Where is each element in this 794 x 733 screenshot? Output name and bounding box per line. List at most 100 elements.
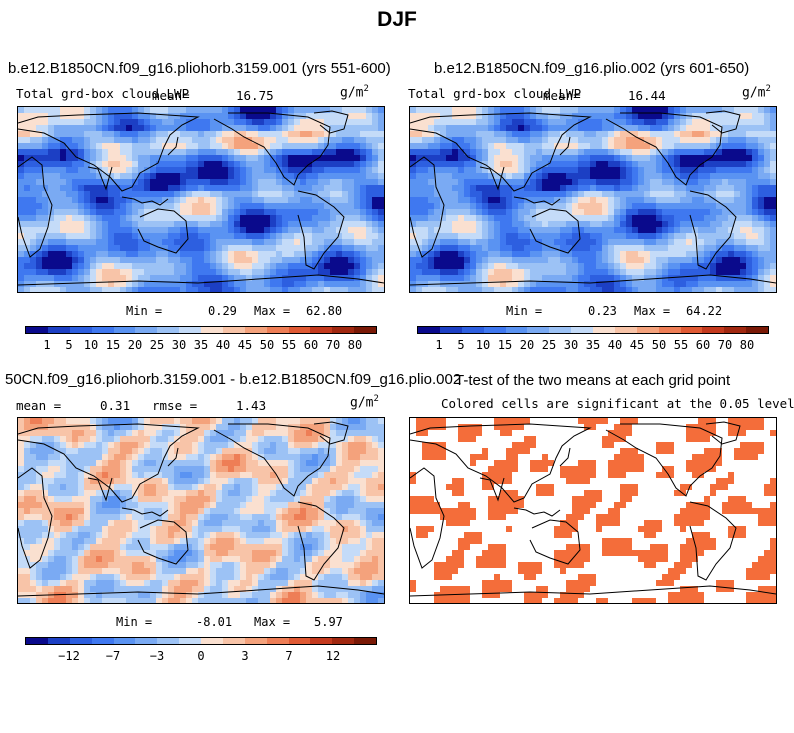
grid-cell — [24, 287, 30, 292]
grid-cell — [144, 113, 150, 119]
grid-cell — [186, 460, 192, 466]
grid-cell — [758, 179, 764, 185]
grid-cell — [114, 454, 120, 460]
grid-cell — [18, 221, 24, 227]
grid-cell — [758, 209, 764, 215]
grid-cell — [192, 251, 198, 257]
grid-cell — [342, 418, 348, 424]
grid-cell — [674, 167, 680, 173]
grid-cell — [222, 472, 228, 478]
grid-cell — [18, 167, 24, 173]
grid-cell — [216, 239, 222, 245]
grid-cell — [366, 490, 372, 496]
grid-cell — [72, 526, 78, 532]
grid-cell — [78, 215, 84, 221]
grid-cell — [234, 478, 240, 484]
grid-cell — [476, 185, 482, 191]
grid-cell — [96, 466, 102, 472]
grid-cell — [464, 209, 470, 215]
grid-cell — [572, 287, 578, 292]
grid-cell — [336, 155, 342, 161]
grid-cell — [30, 424, 36, 430]
grid-cell — [524, 221, 530, 227]
grid-cell — [734, 173, 740, 179]
grid-cell — [138, 436, 144, 442]
grid-cell — [752, 263, 758, 269]
grid-cell — [150, 257, 156, 263]
grid-cell — [542, 119, 548, 125]
grid-cell — [524, 275, 530, 281]
grid-cell — [728, 113, 734, 119]
grid-cell — [542, 173, 548, 179]
panel-2-title: b.e12.B1850CN.f09_g16.plio.002 (yrs 601-… — [434, 60, 750, 77]
grid-cell — [60, 221, 66, 227]
grid-cell — [18, 197, 24, 203]
grid-cell — [84, 418, 90, 424]
grid-cell — [740, 185, 746, 191]
grid-cell — [554, 221, 560, 227]
grid-cell — [360, 460, 366, 466]
grid-cell — [312, 185, 318, 191]
grid-cell — [704, 209, 710, 215]
grid-cell — [144, 161, 150, 167]
grid-cell — [518, 119, 524, 125]
grid-cell — [734, 125, 740, 131]
grid-cell — [138, 137, 144, 143]
grid-cell — [300, 107, 306, 113]
grid-cell — [416, 203, 422, 209]
grid-cell — [264, 143, 270, 149]
grid-cell — [24, 107, 30, 113]
grid-cell — [252, 149, 258, 155]
grid-cell — [114, 466, 120, 472]
grid-cell — [366, 161, 372, 167]
grid-cell — [246, 119, 252, 125]
grid-cell — [662, 155, 668, 161]
grid-cell — [108, 514, 114, 520]
grid-cell — [264, 173, 270, 179]
grid-cell — [24, 149, 30, 155]
grid-cell — [264, 287, 270, 292]
grid-cell — [180, 496, 186, 502]
grid-cell — [512, 287, 518, 292]
grid-cell — [752, 209, 758, 215]
grid-cell — [518, 221, 524, 227]
grid-cell — [300, 143, 306, 149]
grid-cell — [234, 161, 240, 167]
grid-cell — [294, 179, 300, 185]
grid-cell — [78, 263, 84, 269]
grid-cell — [132, 185, 138, 191]
grid-cell — [434, 245, 440, 251]
grid-cell — [306, 185, 312, 191]
grid-cell — [378, 436, 384, 442]
grid-cell — [530, 161, 536, 167]
grid-cell — [452, 173, 458, 179]
grid-cell — [264, 448, 270, 454]
grid-cell — [360, 119, 366, 125]
grid-cell — [440, 185, 446, 191]
grid-cell — [728, 161, 734, 167]
grid-cell — [24, 155, 30, 161]
grid-cell — [512, 113, 518, 119]
grid-cell — [518, 251, 524, 257]
grid-cell — [198, 269, 204, 275]
grid-cell — [608, 167, 614, 173]
grid-cell — [102, 448, 108, 454]
grid-cell — [330, 484, 336, 490]
grid-cell — [686, 179, 692, 185]
grid-cell — [48, 526, 54, 532]
grid-cell — [602, 245, 608, 251]
grid-cell — [246, 257, 252, 263]
grid-cell — [602, 113, 608, 119]
grid-cell — [66, 418, 72, 424]
grid-cell — [132, 221, 138, 227]
grid-cell — [656, 173, 662, 179]
grid-cell — [84, 287, 90, 292]
grid-cell — [668, 221, 674, 227]
grid-cell — [596, 281, 602, 287]
grid-cell — [440, 191, 446, 197]
grid-cell — [662, 227, 668, 233]
grid-cell — [138, 287, 144, 292]
grid-cell — [288, 263, 294, 269]
grid-cell — [372, 490, 378, 496]
grid-cell — [228, 508, 234, 514]
